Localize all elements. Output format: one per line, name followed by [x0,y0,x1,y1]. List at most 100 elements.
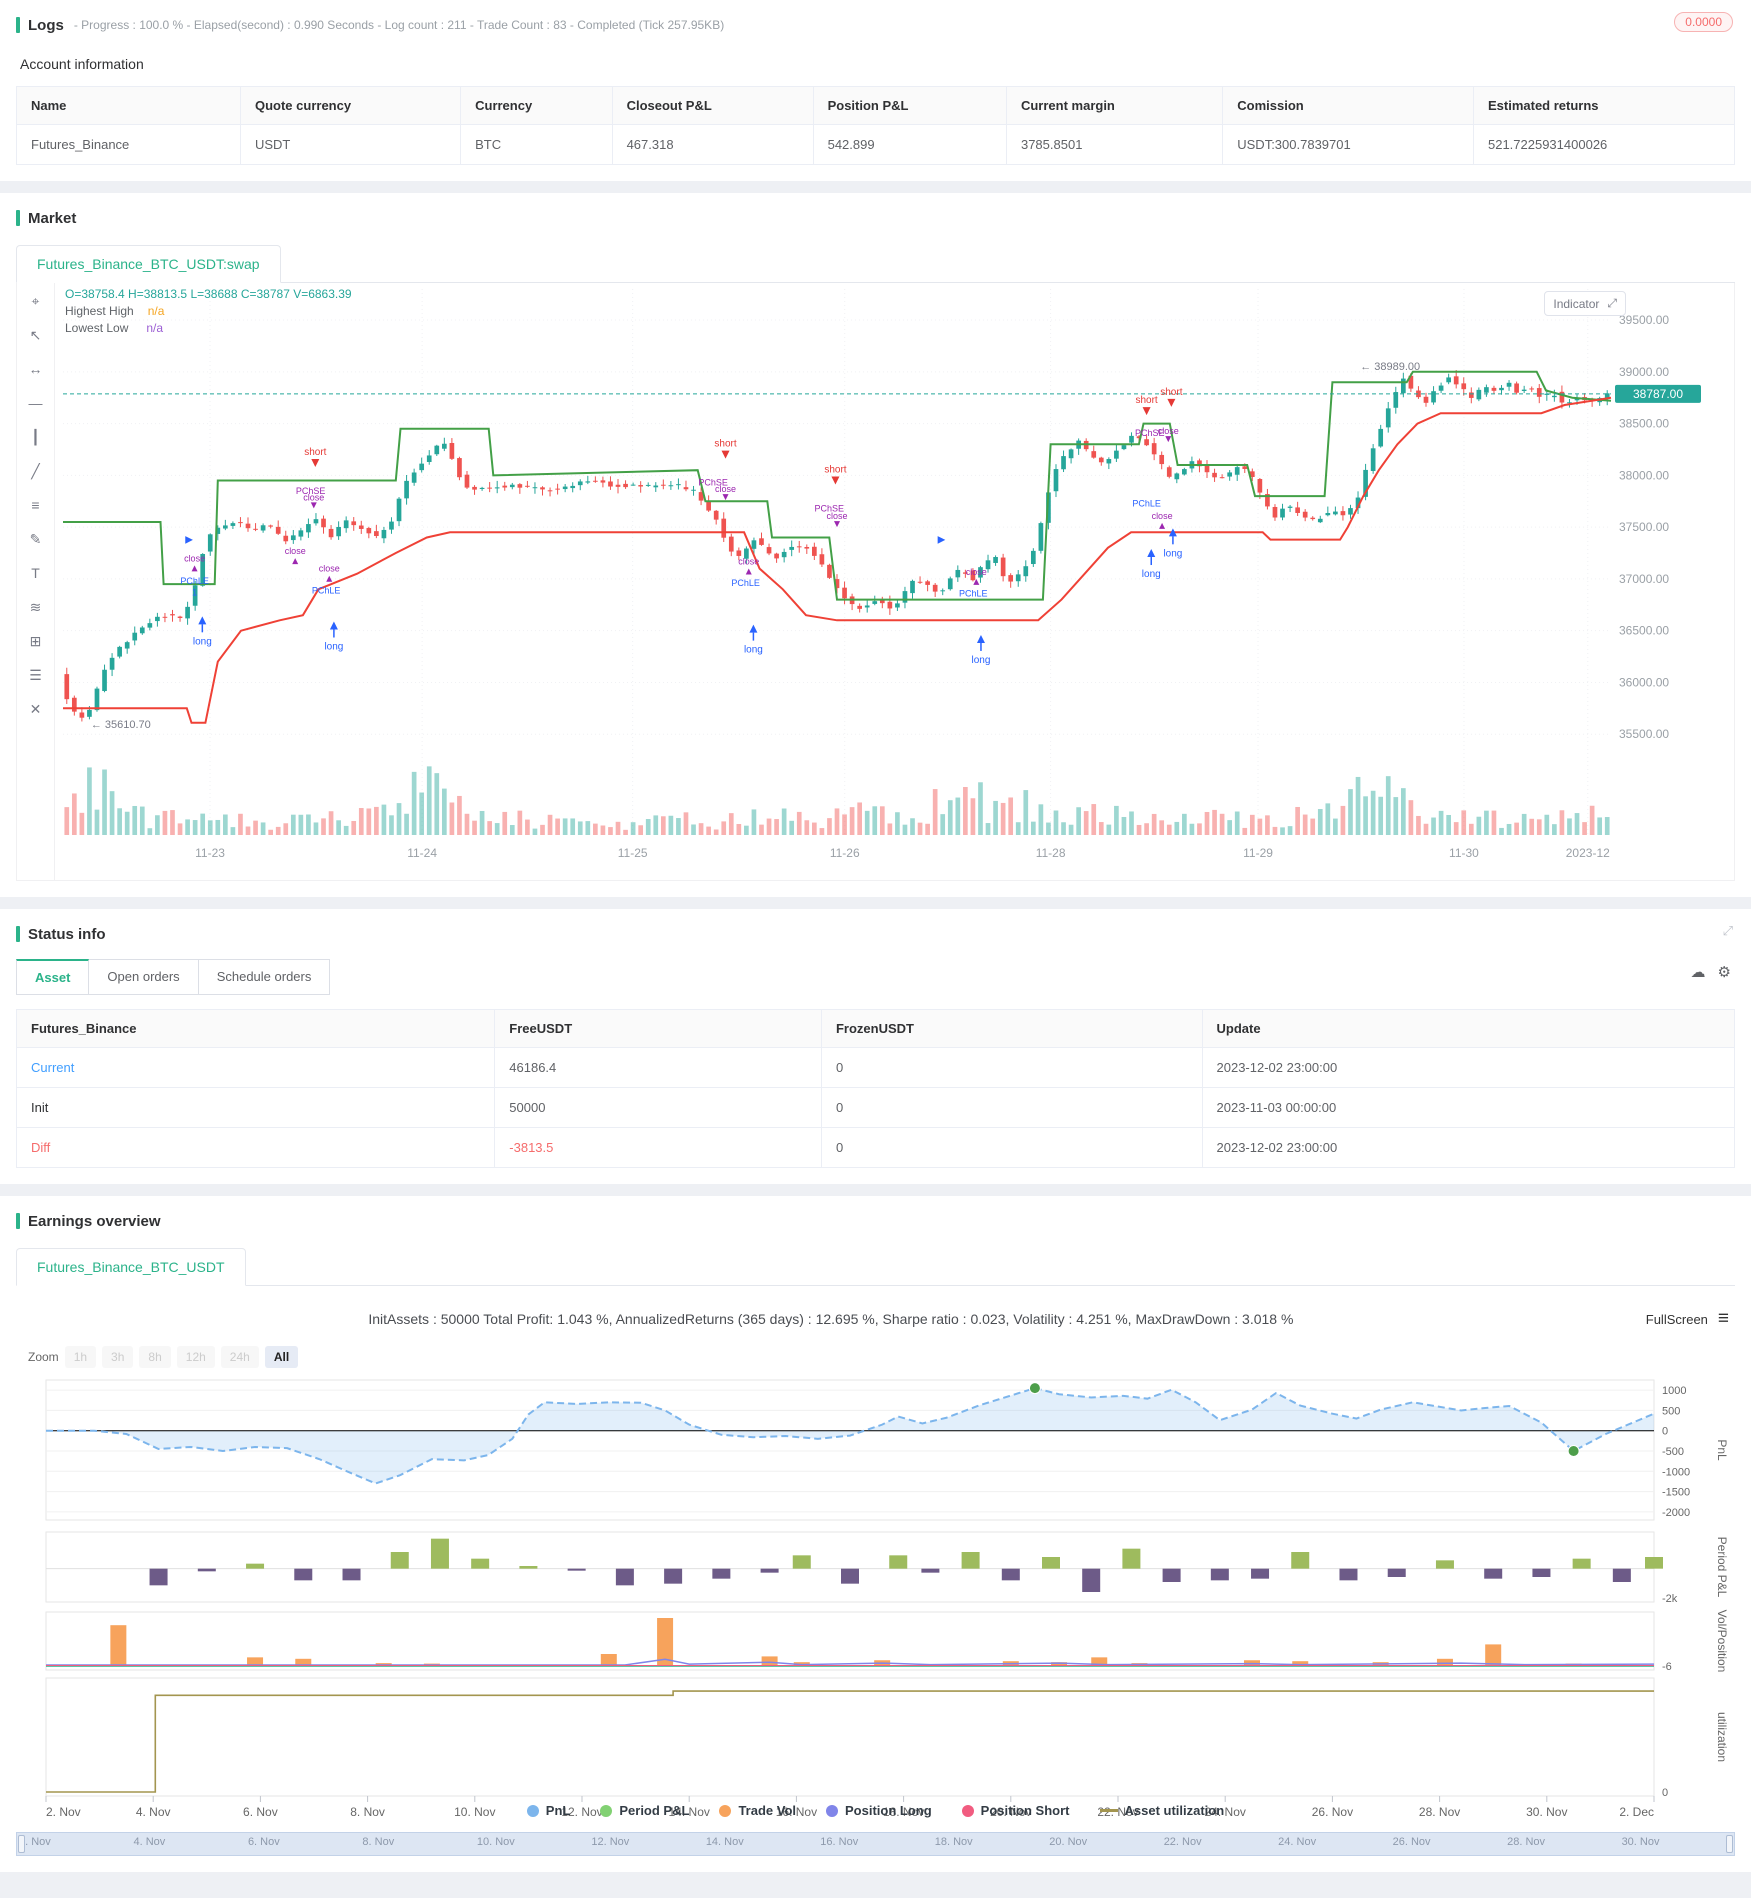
arrow-icon[interactable]: ↖ [29,327,42,343]
zoom-option-3h[interactable]: 3h [102,1346,134,1368]
fib-retracement-icon[interactable]: ≡ [31,497,40,513]
svg-text:30. Nov: 30. Nov [1526,1805,1567,1819]
ohlc-readout: O=38758.4 H=38813.5 L=38688 C=38787 V=68… [65,287,352,301]
svg-text:close: close [303,492,324,502]
svg-text:PChLE: PChLE [731,578,760,588]
text-icon[interactable]: T [31,565,40,581]
market-chart-svg[interactable]: 39500.00 39000.00 38500.00 38000.00 37500.00… [55,283,1710,875]
svg-text:short: short [1160,387,1182,398]
svg-text:PChLE: PChLE [312,585,341,595]
account-information-title: Account information [20,56,144,72]
account-col-header: Comission [1222,86,1474,125]
svg-text:close: close [1158,426,1179,436]
svg-text:1000: 1000 [1662,1385,1686,1397]
legend-label: Position Short [980,1803,1070,1818]
svg-text:28. Nov: 28. Nov [1419,1805,1460,1819]
fullscreen-button[interactable]: FullScreen ≡ [1645,1308,1729,1329]
delete-icon[interactable]: ✕ [29,701,42,717]
svg-text:long: long [744,645,763,656]
indicator-button[interactable]: Indicator ⤢ [1544,291,1626,316]
svg-text:14. Nov: 14. Nov [669,1805,710,1819]
market-section: Market Futures_Binance_BTC_USDT:swap ⌖ ↖ ↔… [0,193,1751,897]
status-cell: 0 [820,1127,1203,1168]
status-tab-schedule-orders[interactable]: Schedule orders [198,959,331,995]
status-cell: 46186.4 [494,1047,822,1088]
legend-item-asset-utilization[interactable]: Asset utilization [1099,1803,1224,1818]
navigator-date: 16. Nov [820,1836,859,1848]
svg-text:36500.00: 36500.00 [1619,624,1669,638]
status-col-header: FreeUSDT [494,1009,822,1048]
status-row: Diff -3813.5 0 2023-12-02 23:00:00 [15,1127,1735,1168]
cursor-icon[interactable]: ⌖ [31,293,40,309]
svg-text:2. Dec: 2. Dec [1619,1805,1654,1819]
tab-futures-binance-btc-usdt-swap[interactable]: Futures_Binance_BTC_USDT:swap [16,245,281,283]
svg-text:PChLE: PChLE [180,576,209,586]
menu-icon[interactable]: ≡ [1717,1308,1729,1329]
navigator-right-handle[interactable] [1726,1835,1733,1853]
svg-text:22. Nov: 22. Nov [1097,1805,1138,1819]
account-cell: USDT [239,124,462,165]
highest-high-label: Highest High [65,304,134,318]
highest-high-value: n/a [147,304,165,318]
legend-label: Position Long [845,1803,932,1818]
svg-text:38500.00: 38500.00 [1619,417,1669,431]
svg-text:11-23: 11-23 [195,846,225,860]
svg-text:1: 1 [192,587,197,597]
svg-text:long: long [1163,548,1182,559]
zoom-option-1h[interactable]: 1h [64,1346,97,1368]
candlestick-chart[interactable]: O=38758.4 H=38813.5 L=38688 C=38787 V=68… [55,283,1734,880]
gear-icon[interactable]: ⚙ [1717,964,1731,981]
navigator-date: 26. Nov [1392,1836,1431,1848]
svg-text:← 38989.00: ← 38989.00 [1360,361,1420,373]
navigator-left-handle[interactable] [18,1835,25,1853]
zoom-option-24h[interactable]: 24h [220,1346,259,1368]
brush-icon[interactable]: ✎ [29,531,42,547]
svg-text:close: close [285,546,306,556]
download-cloud-icon[interactable]: ☁ [1690,964,1706,981]
status-row: Init 50000 0 2023-11-03 00:00:00 [15,1087,1735,1128]
legend-item-position-short[interactable]: Position Short [961,1803,1070,1818]
svg-text:utilization: utilization [1715,1712,1729,1762]
horizontal-ray-icon[interactable]: ↔ [28,361,43,377]
legend-item-pnl[interactable]: PnL [526,1803,571,1818]
tab-futures-binance-btc-usdt[interactable]: Futures_Binance_BTC_USDT [16,1248,246,1286]
lines-settings-icon[interactable]: ☰ [29,667,42,683]
chart-drawing-toolbar[interactable]: ⌖ ↖ ↔ ― ┃ ╱ ≡ ✎ T ≋ ⊞ ☰ ✕ [17,283,55,880]
earnings-stats-summary: InitAssets : 50000 Total Profit: 1.043 %… [368,1311,1294,1327]
legend-item-trade-vol[interactable]: Trade Vol [719,1803,796,1818]
collapse-expand-icon[interactable]: ⤢ [1722,923,1733,938]
navigator-date: 12. Nov [591,1836,630,1848]
zoom-option-12h[interactable]: 12h [176,1346,215,1368]
horizontal-line-icon[interactable]: ― [28,395,43,411]
account-information-table: Name Quote currency Currency Closeout P&L Po… [16,86,1736,165]
account-cell: BTC [460,124,613,165]
legend-label: PnL [545,1803,571,1818]
expand-icon[interactable]: ⤢ [1607,296,1617,310]
chart-navigator-scrollbar[interactable]: 2. Nov 4. Nov 6. Nov 8. Nov 10. Nov 12. Nov 14… [16,1832,1735,1856]
pattern-icon[interactable]: ≋ [29,599,42,615]
svg-text:PChSE: PChSE [1135,428,1165,438]
trend-line-icon[interactable]: ╱ [31,463,40,479]
status-row-label[interactable]: Current [15,1047,496,1088]
svg-text:10. Nov: 10. Nov [454,1805,495,1819]
svg-text:Period P&L: Period P&L [1715,1537,1729,1598]
section-accent-bar [16,1213,20,1229]
svg-text:11-24: 11-24 [407,846,437,860]
legend-item-period-p-l[interactable]: Period P&L [600,1803,689,1818]
legend-swatch [826,1804,838,1817]
status-tab-asset[interactable]: Asset [16,959,90,995]
svg-text:-1500: -1500 [1662,1487,1690,1499]
svg-text:18. Nov: 18. Nov [883,1805,924,1819]
zoom-option-all[interactable]: All [264,1346,299,1368]
earnings-chart-svg[interactable]: 2. Nov 4. Nov 6. Nov 8. Nov 10. Nov 12. Nov 14… [16,1372,1731,1824]
svg-text:20. Nov: 20. Nov [990,1805,1031,1819]
status-tab-open-orders[interactable]: Open orders [89,959,199,995]
svg-text:long: long [1142,569,1161,580]
legend-item-position-long[interactable]: Position Long [826,1803,932,1818]
zoom-option-8h[interactable]: 8h [139,1346,171,1368]
measure-icon[interactable]: ⊞ [29,633,42,649]
svg-text:36000.00: 36000.00 [1619,675,1669,689]
vertical-line-icon[interactable]: ┃ [31,429,40,445]
status-cell: 0 [820,1087,1203,1128]
svg-text:26. Nov: 26. Nov [1312,1805,1353,1819]
